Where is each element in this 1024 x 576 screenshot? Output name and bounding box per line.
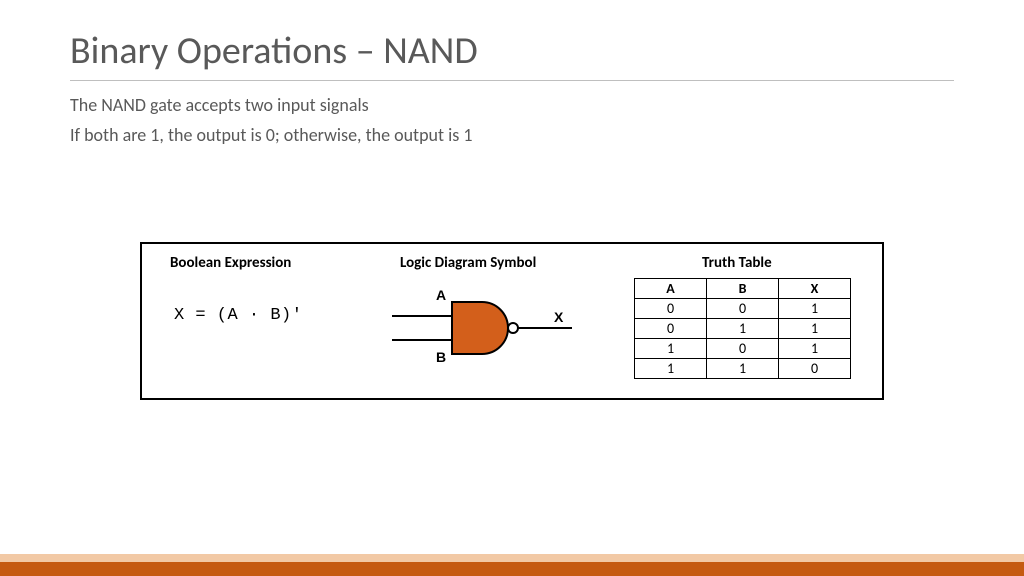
table-row: 1 0 1	[635, 339, 851, 359]
slide-title: Binary Operations – NAND	[70, 28, 478, 74]
table-row: 1 1 0	[635, 359, 851, 379]
footer-stripe-dark	[0, 562, 1024, 576]
output-label: X	[554, 309, 564, 325]
not-bubble-icon	[508, 323, 518, 333]
header-truth-table: Truth Table	[702, 254, 772, 272]
col-b: B	[707, 279, 779, 299]
footer-stripe-light	[0, 554, 1024, 562]
col-x: X	[779, 279, 851, 299]
table-row: 0 0 1	[635, 299, 851, 319]
header-expression: Boolean Expression	[170, 254, 291, 272]
header-diagram: Logic Diagram Symbol	[400, 254, 536, 272]
input-label-a: A	[436, 287, 446, 303]
table-row: 0 1 1	[635, 319, 851, 339]
nand-gate-diagram: A B X	[382, 278, 602, 378]
boolean-expression: X = (A · B)'	[174, 306, 302, 325]
truth-table: A B X 0 0 1 0 1 1 1 0	[634, 278, 851, 379]
subtitle-line-2: If both are 1, the output is 0; otherwis…	[70, 124, 472, 146]
content-panel: Boolean Expression Logic Diagram Symbol …	[140, 242, 884, 400]
slide: Binary Operations – NAND The NAND gate a…	[0, 0, 1024, 576]
subtitle-line-1: The NAND gate accepts two input signals	[70, 94, 369, 116]
col-a: A	[635, 279, 707, 299]
gate-body	[452, 302, 508, 354]
table-header-row: A B X	[635, 279, 851, 299]
title-underline	[70, 80, 954, 81]
input-label-b: B	[436, 349, 446, 365]
